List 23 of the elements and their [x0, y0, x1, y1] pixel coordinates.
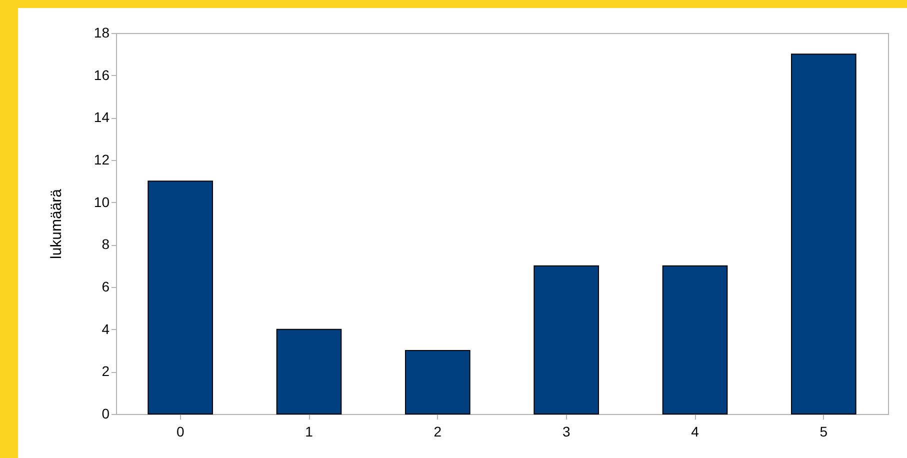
y-tick-label: 2 — [102, 363, 110, 380]
bar — [534, 265, 599, 414]
x-tick-label: 4 — [691, 424, 700, 440]
y-tick-label: 14 — [94, 109, 110, 126]
y-tick-label: 10 — [94, 194, 110, 210]
bar — [791, 54, 856, 414]
bar — [148, 180, 213, 414]
bar — [662, 265, 728, 414]
y-tick-label: 6 — [102, 278, 110, 294]
x-tick-label: 2 — [434, 424, 442, 440]
y-tick-label: 12 — [94, 152, 110, 168]
bar — [405, 350, 470, 414]
y-tick-label: 18 — [94, 24, 110, 40]
x-tick-label: 0 — [176, 424, 184, 440]
y-tick-label: 8 — [102, 236, 110, 252]
x-tick-label: 5 — [820, 424, 828, 440]
x-tick-label: 3 — [562, 424, 570, 440]
y-tick-label: 0 — [102, 406, 110, 422]
bar — [276, 328, 342, 414]
y-tick-label: 16 — [94, 66, 110, 83]
x-tick-label: 1 — [305, 424, 314, 440]
y-tick-label: 4 — [102, 320, 110, 337]
y-axis-title: lukumäärä — [48, 188, 65, 260]
